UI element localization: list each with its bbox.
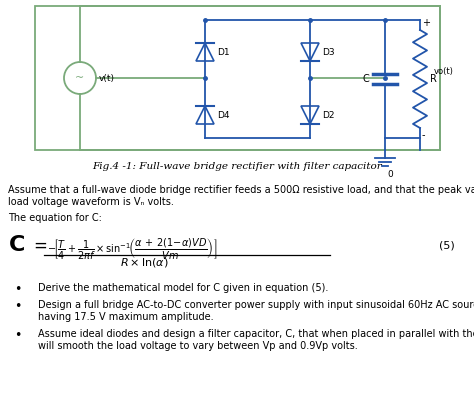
Text: will smooth the load voltage to vary between Vp and 0.9Vp volts.: will smooth the load voltage to vary bet… xyxy=(38,341,358,351)
Text: D1: D1 xyxy=(217,48,229,56)
Text: Derive the mathematical model for C given in equation (5).: Derive the mathematical model for C give… xyxy=(38,283,328,293)
Text: D2: D2 xyxy=(322,111,335,120)
Text: (5): (5) xyxy=(439,240,455,250)
Text: •: • xyxy=(14,283,22,296)
Text: C: C xyxy=(362,74,369,84)
Text: $-\!\left[\dfrac{T}{4}+\dfrac{1}{2\pi f}\times\sin^{-1}\!\!\left(\dfrac{\alpha\,: $-\!\left[\dfrac{T}{4}+\dfrac{1}{2\pi f}… xyxy=(47,237,217,262)
Text: load voltage waveform is Vₙ volts.: load voltage waveform is Vₙ volts. xyxy=(8,197,174,207)
Text: Fig.4 -1: Full-wave bridge rectifier with filter capacitor: Fig.4 -1: Full-wave bridge rectifier wit… xyxy=(92,162,382,171)
Text: •: • xyxy=(14,329,22,342)
Bar xyxy=(35,6,440,150)
Text: Design a full bridge AC-to-DC converter power supply with input sinusoidal 60Hz : Design a full bridge AC-to-DC converter … xyxy=(38,300,474,310)
Text: D3: D3 xyxy=(322,48,335,56)
Text: -: - xyxy=(422,130,426,140)
Text: $\mathbf{C}$: $\mathbf{C}$ xyxy=(8,235,25,255)
Text: The equation for C:: The equation for C: xyxy=(8,213,102,223)
Text: 0: 0 xyxy=(387,170,393,179)
Text: v(t): v(t) xyxy=(99,73,115,83)
Text: R: R xyxy=(430,74,437,84)
Text: Assume that a full-wave diode bridge rectifier feeds a 500Ω resistive load, and : Assume that a full-wave diode bridge rec… xyxy=(8,185,474,195)
Text: having 17.5 V maximum amplitude.: having 17.5 V maximum amplitude. xyxy=(38,312,214,322)
Text: vo(t): vo(t) xyxy=(434,66,454,75)
Text: ~: ~ xyxy=(75,73,85,83)
Text: Assume ideal diodes and design a filter capacitor, C, that when placed in parall: Assume ideal diodes and design a filter … xyxy=(38,329,474,339)
Text: D4: D4 xyxy=(217,111,229,120)
Text: •: • xyxy=(14,300,22,313)
Text: $R\times\ln(\alpha)$: $R\times\ln(\alpha)$ xyxy=(120,256,169,269)
Text: +: + xyxy=(422,18,430,28)
Text: $=$: $=$ xyxy=(30,236,47,254)
